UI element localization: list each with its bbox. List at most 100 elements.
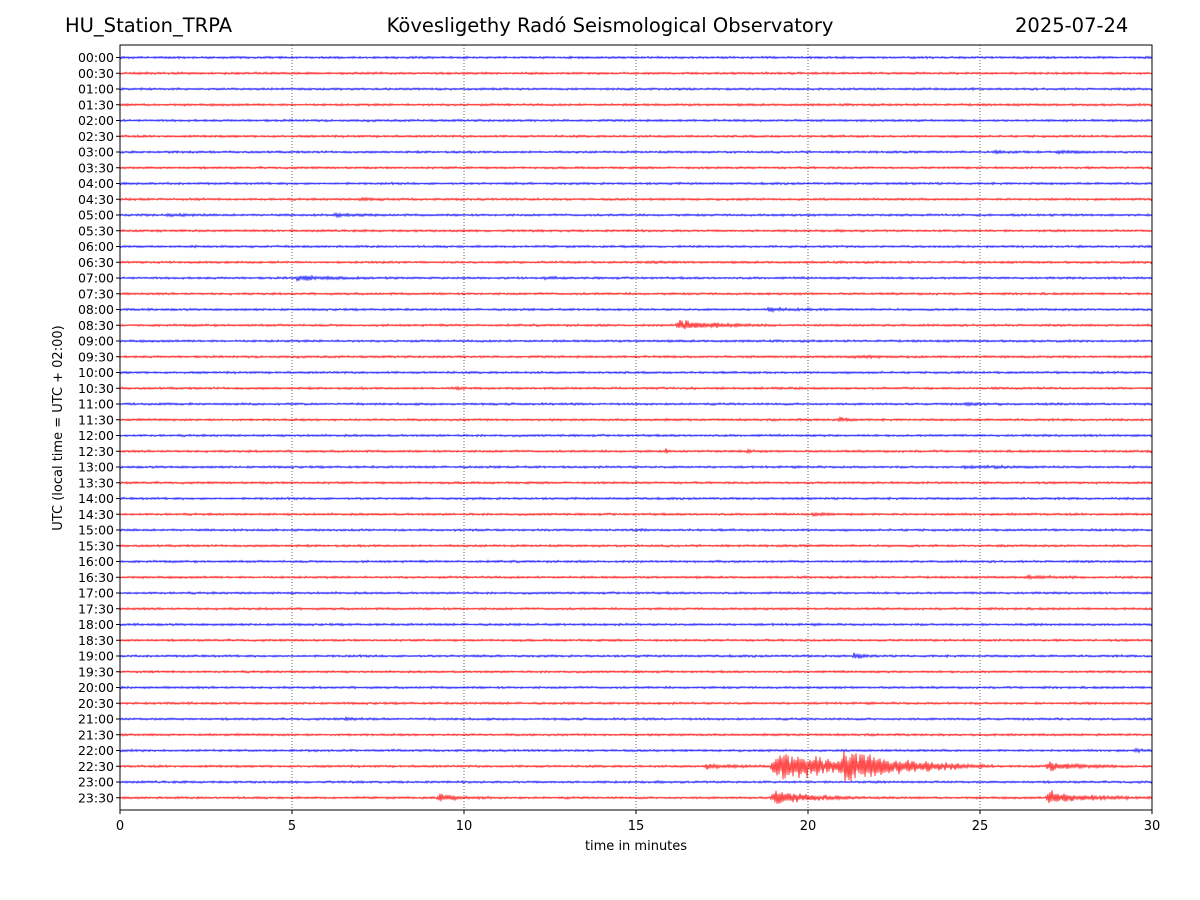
y-tick-label: 17:00 xyxy=(78,586,114,601)
trace-0900 xyxy=(120,338,1152,344)
trace-0630 xyxy=(120,259,1152,265)
y-tick-label: 05:00 xyxy=(78,208,114,223)
y-tick-label: 17:30 xyxy=(78,601,114,616)
y-tick-label: 08:30 xyxy=(78,318,114,333)
trace-1730 xyxy=(120,606,1152,611)
y-tick-label: 19:30 xyxy=(78,664,114,679)
trace-1830 xyxy=(120,638,1152,643)
y-tick-label: 20:00 xyxy=(78,680,114,695)
y-tick-label: 16:00 xyxy=(78,554,114,569)
trace-1400 xyxy=(120,496,1152,501)
trace-1900 xyxy=(120,652,1152,660)
trace-1100 xyxy=(120,401,1152,407)
y-tick-label: 11:30 xyxy=(78,412,114,427)
trace-2130 xyxy=(120,732,1152,737)
x-axis-label: time in minutes xyxy=(585,839,687,854)
trace-0130 xyxy=(120,102,1152,108)
trace-2030 xyxy=(120,701,1152,706)
y-tick-label: 06:00 xyxy=(78,239,114,254)
y-tick-label: 13:30 xyxy=(78,475,114,490)
y-tick-label: 10:00 xyxy=(78,365,114,380)
trace-0300 xyxy=(120,149,1152,156)
y-tick-label: 02:30 xyxy=(78,129,114,144)
trace-1430 xyxy=(120,511,1152,518)
y-tick-label: 18:00 xyxy=(78,617,114,632)
y-tick-label: 21:30 xyxy=(78,727,114,742)
plot-date: 2025-07-24 xyxy=(1015,14,1129,37)
x-tick-labels: 0 5 10 15 20 25 30 xyxy=(116,810,1160,834)
trace-1530 xyxy=(120,543,1152,548)
y-tick-label: 07:30 xyxy=(78,286,114,301)
trace-1300 xyxy=(120,464,1152,470)
trace-0500 xyxy=(120,211,1152,219)
y-tick-label: 22:00 xyxy=(78,743,114,758)
trace-0330 xyxy=(120,165,1152,170)
trace-2300 xyxy=(120,779,1152,785)
trace-2330 xyxy=(120,790,1152,804)
trace-1330 xyxy=(120,480,1152,485)
trace-0530 xyxy=(120,228,1152,233)
trace-0400 xyxy=(120,181,1152,186)
x-tick-label: 20 xyxy=(800,819,817,834)
y-tick-label: 22:30 xyxy=(78,759,114,774)
seismic-traces xyxy=(120,55,1152,804)
observatory-title: Kövesligethy Radó Seismological Observat… xyxy=(386,14,834,37)
trace-0600 xyxy=(120,244,1152,249)
y-tick-label: 15:00 xyxy=(78,523,114,538)
trace-1030 xyxy=(120,385,1152,391)
y-tick-label: 20:30 xyxy=(78,696,114,711)
trace-2000 xyxy=(120,685,1152,690)
trace-2100 xyxy=(120,716,1152,722)
y-tick-label: 08:00 xyxy=(78,302,114,317)
y-tick-label: 23:00 xyxy=(78,775,114,790)
y-tick-label: 04:00 xyxy=(78,176,114,191)
trace-1130 xyxy=(120,416,1152,423)
y-tick-label: 19:00 xyxy=(78,649,114,664)
trace-1930 xyxy=(120,669,1152,674)
y-tick-label: 18:30 xyxy=(78,633,114,648)
y-axis-label: UTC (local time = UTC + 02:00) xyxy=(51,325,66,530)
y-tick-label: 03:00 xyxy=(78,145,114,160)
y-tick-label: 02:00 xyxy=(78,113,114,128)
trace-0930 xyxy=(120,354,1152,360)
trace-0830 xyxy=(120,319,1152,330)
y-tick-label: 11:00 xyxy=(78,397,114,412)
y-tick-label: 10:30 xyxy=(78,381,114,396)
y-tick-label: 05:30 xyxy=(78,223,114,238)
trace-1500 xyxy=(120,527,1152,533)
trace-2230 xyxy=(120,750,1152,782)
y-tick-label: 06:30 xyxy=(78,255,114,270)
y-tick-label: 03:30 xyxy=(78,160,114,175)
trace-0800 xyxy=(120,306,1152,314)
y-tick-label: 21:00 xyxy=(78,712,114,727)
x-tick-label: 0 xyxy=(116,819,124,834)
y-tick-label: 12:30 xyxy=(78,444,114,459)
x-tick-label: 25 xyxy=(972,819,989,834)
trace-1230 xyxy=(120,448,1152,455)
y-tick-label: 01:30 xyxy=(78,97,114,112)
trace-1700 xyxy=(120,590,1152,596)
station-name: HU_Station_TRPA xyxy=(65,14,233,37)
trace-0030 xyxy=(120,71,1152,76)
y-tick-label: 00:30 xyxy=(78,66,114,81)
trace-0100 xyxy=(120,86,1152,92)
y-tick-label: 14:30 xyxy=(78,507,114,522)
y-tick-label: 14:00 xyxy=(78,491,114,506)
trace-1600 xyxy=(120,559,1152,564)
trace-0230 xyxy=(120,134,1152,139)
trace-1000 xyxy=(120,370,1152,375)
x-tick-label: 15 xyxy=(628,819,645,834)
y-tick-label: 09:30 xyxy=(78,349,114,364)
y-tick-label: 12:00 xyxy=(78,428,114,443)
x-tick-label: 10 xyxy=(456,819,473,834)
y-tick-label: 23:30 xyxy=(78,790,114,805)
y-tick-label: 01:00 xyxy=(78,82,114,97)
y-tick-label: 15:30 xyxy=(78,538,114,553)
trace-0430 xyxy=(120,196,1152,202)
trace-0700 xyxy=(120,274,1152,283)
y-tick-label: 00:00 xyxy=(78,50,114,65)
y-tick-label: 13:00 xyxy=(78,460,114,475)
trace-2200 xyxy=(120,747,1152,754)
x-tick-label: 30 xyxy=(1144,819,1161,834)
